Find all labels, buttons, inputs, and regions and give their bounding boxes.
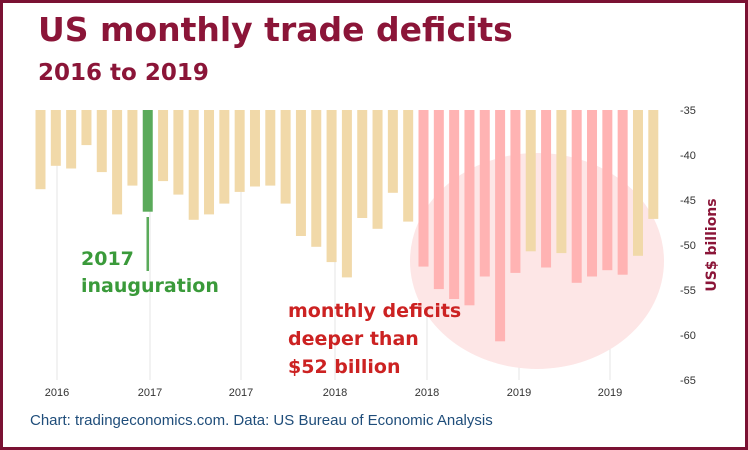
bar: [142, 110, 153, 212]
x-tick-label: 2019: [598, 387, 622, 399]
bar: [219, 110, 230, 204]
bar: [387, 110, 398, 193]
bar: [311, 110, 322, 247]
y-axis-label: US$ billions: [704, 198, 720, 291]
inauguration-annotation-line: 2017: [81, 248, 134, 270]
y-tick-label: -35: [680, 105, 696, 117]
bar: [50, 110, 61, 166]
y-tick-label: -60: [680, 330, 696, 342]
bar: [280, 110, 291, 204]
deficit-annotation-line: monthly deficits: [288, 300, 461, 322]
deficit-annotation-line: $52 billion: [288, 356, 401, 378]
bar: [479, 110, 490, 277]
bar: [112, 110, 123, 215]
bar: [127, 110, 138, 186]
y-tick-label: -55: [680, 285, 696, 297]
bar: [234, 110, 245, 192]
chart-title: US monthly trade deficits: [38, 10, 513, 49]
bar: [81, 110, 92, 146]
bar: [204, 110, 215, 215]
y-tick-label: -40: [680, 150, 696, 162]
x-tick-label: 2018: [415, 387, 439, 399]
bar: [295, 110, 306, 236]
y-tick-label: -45: [680, 195, 696, 207]
bar: [617, 110, 628, 275]
bar: [357, 110, 368, 218]
bar: [464, 110, 475, 306]
bar: [326, 110, 337, 263]
bar: [249, 110, 260, 187]
y-tick-label: -50: [680, 240, 696, 252]
bar: [449, 110, 460, 299]
x-tick-label: 2017: [138, 387, 162, 399]
bar: [571, 110, 582, 283]
bar: [403, 110, 414, 222]
bar: [372, 110, 383, 229]
bar: [525, 110, 536, 252]
x-tick-label: 2018: [323, 387, 347, 399]
bar: [541, 110, 552, 268]
inauguration-annotation-line: inauguration: [81, 275, 219, 297]
bar: [418, 110, 429, 267]
bar: [433, 110, 444, 290]
y-tick-label: -65: [680, 375, 696, 387]
x-tick-label: 2019: [507, 387, 531, 399]
bar: [602, 110, 613, 271]
bar: [265, 110, 276, 186]
bar: [96, 110, 107, 173]
bar: [173, 110, 184, 195]
bar: [66, 110, 77, 169]
x-tick-label: 2017: [229, 387, 253, 399]
bar: [648, 110, 659, 219]
bar: [188, 110, 199, 220]
bar: [341, 110, 352, 278]
bar: [632, 110, 643, 256]
chart-subtitle: 2016 to 2019: [38, 60, 209, 86]
chart-source-footer: Chart: tradingeconomics.com. Data: US Bu…: [30, 412, 493, 429]
bar: [510, 110, 521, 273]
bar: [158, 110, 169, 182]
deficit-annotation-line: deeper than: [288, 328, 419, 350]
bar: [495, 110, 506, 342]
x-tick-label: 2016: [45, 387, 69, 399]
bar: [35, 110, 46, 190]
bar: [587, 110, 598, 277]
bar: [556, 110, 567, 254]
